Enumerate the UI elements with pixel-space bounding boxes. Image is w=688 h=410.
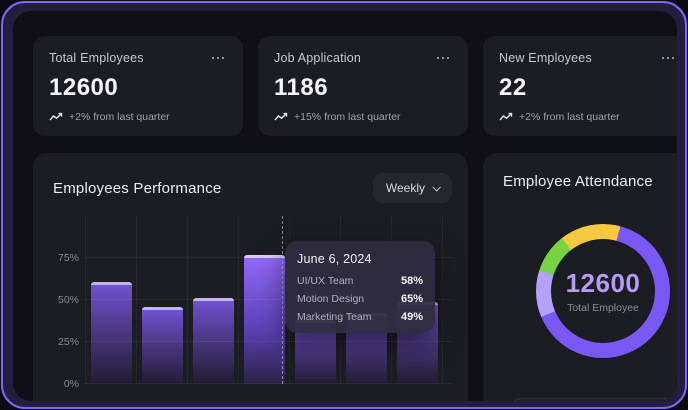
- gridline: [85, 341, 452, 342]
- dashboard-panel: Total Employees 12600 +2% from last quar…: [13, 11, 677, 401]
- stat-card-new-employees: New Employees 22 +2% from last quarter: [483, 36, 677, 136]
- weekly-dropdown-label: Weekly: [385, 181, 425, 195]
- donut-center-label: Total Employee: [567, 302, 639, 314]
- y-axis-label: 50%: [57, 294, 79, 306]
- attendance-donut[interactable]: 12600 Total Employee: [536, 224, 670, 358]
- gridline: [85, 299, 452, 300]
- tooltip-value: 49%: [400, 311, 423, 323]
- trend-up-icon: [499, 112, 513, 121]
- kebab-menu-icon[interactable]: [659, 54, 678, 63]
- tooltip-label: Motion Design: [297, 293, 365, 305]
- card-title: New Employees: [499, 51, 592, 65]
- performance-card: Employees Performance Weekly 0% 25% 50% 75%…: [33, 153, 468, 401]
- tooltip-label: Marketing Team: [297, 311, 372, 323]
- selected-day-marker-line: [282, 216, 283, 384]
- trend-text: +2% from last quarter: [69, 111, 170, 123]
- tooltip-label: UI/UX Team: [297, 275, 354, 287]
- weekly-dropdown[interactable]: Weekly: [372, 173, 452, 203]
- gridline: [85, 257, 452, 258]
- card-title: Total Employees: [49, 51, 144, 65]
- y-axis-label: 0%: [63, 378, 79, 390]
- tooltip-date: June 6, 2024: [297, 252, 372, 266]
- donut-center: 12600 Total Employee: [551, 239, 655, 343]
- y-axis-label: 25%: [57, 336, 79, 348]
- tooltip-value: 65%: [400, 293, 423, 305]
- tooltip-row: UI/UX Team 58%: [297, 275, 423, 287]
- chart-tooltip: June 6, 2024 UI/UX Team 58% Motion Design 6…: [285, 241, 435, 333]
- trend-text: +15% from last quarter: [294, 111, 401, 123]
- attendance-title: Employee Attendance: [503, 173, 653, 190]
- bar[interactable]: [244, 255, 285, 384]
- trend-up-icon: [49, 112, 63, 121]
- bar[interactable]: [193, 298, 234, 384]
- trend-text: +2% from last quarter: [519, 111, 620, 123]
- tooltip-rows: UI/UX Team 58% Motion Design 65% Marketing T…: [297, 275, 423, 323]
- trend-up-icon: [274, 112, 288, 121]
- stat-value: 12600: [49, 74, 119, 101]
- stat-card-job-application: Job Application 1186 +15% from last quar…: [258, 36, 468, 136]
- stat-value: 1186: [274, 74, 329, 101]
- stat-value: 22: [499, 74, 527, 101]
- bar[interactable]: [142, 307, 183, 384]
- tooltip-row: Motion Design 65%: [297, 293, 423, 305]
- donut-center-value: 12600: [565, 268, 641, 298]
- kebab-menu-icon[interactable]: [434, 54, 453, 63]
- card-title: Job Application: [274, 51, 362, 65]
- chevron-down-icon: [432, 183, 441, 192]
- performance-title: Employees Performance: [53, 179, 222, 197]
- gridline: [85, 383, 452, 384]
- kebab-menu-icon[interactable]: [209, 54, 228, 63]
- attendance-legend-peek[interactable]: [508, 398, 677, 401]
- tooltip-row: Marketing Team 49%: [297, 311, 423, 323]
- bar[interactable]: [91, 282, 132, 384]
- stat-card-total-employees: Total Employees 12600 +2% from last quar…: [33, 36, 243, 136]
- tooltip-value: 58%: [400, 275, 423, 287]
- attendance-card: Employee Attendance 12600 Total Employee: [483, 153, 677, 401]
- y-axis-label: 75%: [57, 252, 79, 264]
